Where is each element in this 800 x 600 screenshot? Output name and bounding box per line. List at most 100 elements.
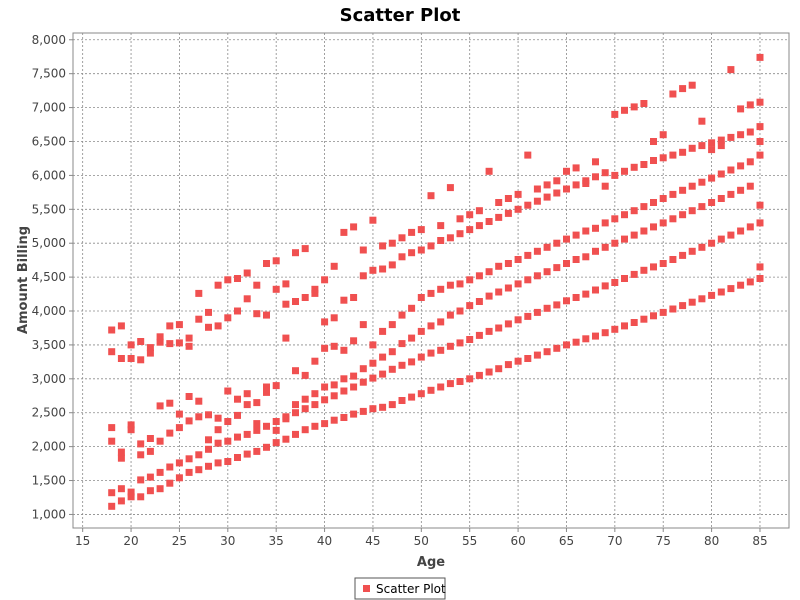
scatter-point bbox=[301, 371, 309, 379]
scatter-point bbox=[321, 276, 329, 284]
scatter-point bbox=[601, 329, 609, 337]
scatter-point bbox=[563, 167, 570, 175]
scatter-point bbox=[572, 338, 580, 346]
scatter-point bbox=[379, 370, 387, 378]
scatter-point bbox=[369, 405, 377, 413]
scatter-point bbox=[301, 405, 309, 413]
scatter-point bbox=[659, 195, 667, 202]
scatter-point bbox=[224, 276, 232, 284]
scatter-point bbox=[708, 291, 716, 299]
scatter-point bbox=[272, 285, 280, 293]
scatter-point bbox=[543, 304, 551, 312]
scatter-point bbox=[398, 361, 406, 369]
scatter-point bbox=[437, 285, 445, 293]
scatter-point bbox=[379, 403, 387, 411]
scatter-point bbox=[737, 227, 745, 235]
scatter-point bbox=[398, 311, 406, 319]
scatter-point bbox=[185, 455, 193, 463]
scatter-point bbox=[330, 416, 338, 424]
scatter-point bbox=[650, 199, 657, 206]
scatter-point bbox=[263, 260, 270, 267]
scatter-point bbox=[504, 284, 512, 292]
scatter-point bbox=[127, 355, 135, 362]
scatter-point bbox=[592, 173, 599, 181]
scatter-point bbox=[698, 142, 706, 150]
scatter-point bbox=[611, 325, 619, 333]
scatter-point bbox=[437, 318, 445, 326]
scatter-point bbox=[117, 485, 125, 493]
scatter-point bbox=[572, 181, 580, 189]
scatter-point bbox=[543, 268, 551, 276]
scatter-point bbox=[166, 479, 174, 487]
scatter-point bbox=[737, 131, 745, 139]
scatter-point bbox=[524, 201, 532, 209]
scatter-point bbox=[175, 410, 183, 418]
scatter-point bbox=[108, 489, 116, 497]
y-tick-label: 7,000 bbox=[32, 101, 66, 115]
scatter-point bbox=[263, 422, 270, 430]
scatter-point bbox=[311, 289, 319, 297]
scatter-point bbox=[243, 295, 251, 303]
scatter-point bbox=[166, 340, 174, 348]
scatter-point bbox=[108, 424, 116, 432]
scatter-point bbox=[253, 310, 261, 318]
scatter-point bbox=[417, 294, 425, 301]
scatter-point bbox=[321, 344, 329, 352]
scatter-point bbox=[592, 332, 599, 340]
scatter-point bbox=[408, 304, 416, 312]
scatter-point bbox=[756, 98, 764, 106]
scatter-point bbox=[717, 195, 725, 202]
x-tick-label: 40 bbox=[317, 534, 332, 548]
scatter-point bbox=[630, 163, 638, 171]
x-tick-label: 55 bbox=[462, 534, 477, 548]
scatter-point bbox=[272, 418, 280, 425]
scatter-point bbox=[156, 333, 164, 341]
scatter-point bbox=[359, 378, 367, 386]
scatter-point bbox=[533, 351, 541, 359]
scatter-point bbox=[272, 439, 280, 447]
scatter-point bbox=[727, 166, 735, 174]
x-tick-label: 60 bbox=[510, 534, 525, 548]
scatter-point bbox=[205, 445, 212, 453]
scatter-point bbox=[311, 285, 319, 293]
scatter-point bbox=[601, 182, 609, 190]
scatter-point bbox=[359, 407, 367, 415]
scatter-point bbox=[282, 435, 290, 443]
scatter-point bbox=[504, 195, 512, 202]
scatter-point bbox=[514, 357, 522, 365]
scatter-point bbox=[398, 253, 406, 261]
scatter-point bbox=[698, 178, 706, 186]
scatter-point bbox=[708, 139, 716, 147]
scatter-point bbox=[195, 289, 203, 297]
scatter-point bbox=[330, 342, 338, 350]
scatter-point bbox=[108, 326, 116, 334]
scatter-point bbox=[127, 493, 135, 501]
scatter-point bbox=[708, 239, 716, 247]
scatter-point bbox=[234, 395, 241, 403]
scatter-point bbox=[185, 342, 193, 350]
scatter-point bbox=[301, 245, 309, 253]
legend: Scatter Plot bbox=[354, 577, 446, 600]
scatter-point bbox=[737, 186, 745, 194]
scatter-point bbox=[543, 193, 551, 201]
y-tick-label: 3,500 bbox=[32, 338, 66, 352]
scatter-point bbox=[156, 437, 164, 445]
scatter-point bbox=[195, 466, 203, 474]
scatter-point bbox=[205, 411, 212, 419]
scatter-point bbox=[533, 247, 541, 255]
scatter-point bbox=[533, 185, 541, 193]
scatter-point bbox=[350, 294, 358, 301]
scatter-point bbox=[746, 158, 754, 166]
y-axis: 1,000 1,500 2,000 2,500 3,000 3,500 4,000 4,500… bbox=[32, 33, 73, 521]
scatter-point bbox=[417, 327, 425, 335]
scatter-point bbox=[621, 322, 628, 330]
scatter-point bbox=[166, 399, 174, 407]
scatter-point bbox=[572, 164, 580, 172]
y-tick-label: 4,000 bbox=[32, 304, 66, 318]
scatter-point bbox=[563, 260, 570, 267]
scatter-point bbox=[369, 216, 377, 224]
scatter-point bbox=[272, 257, 280, 265]
scatter-point bbox=[301, 426, 309, 434]
scatter-point bbox=[127, 341, 135, 349]
scatter-point bbox=[185, 468, 193, 476]
